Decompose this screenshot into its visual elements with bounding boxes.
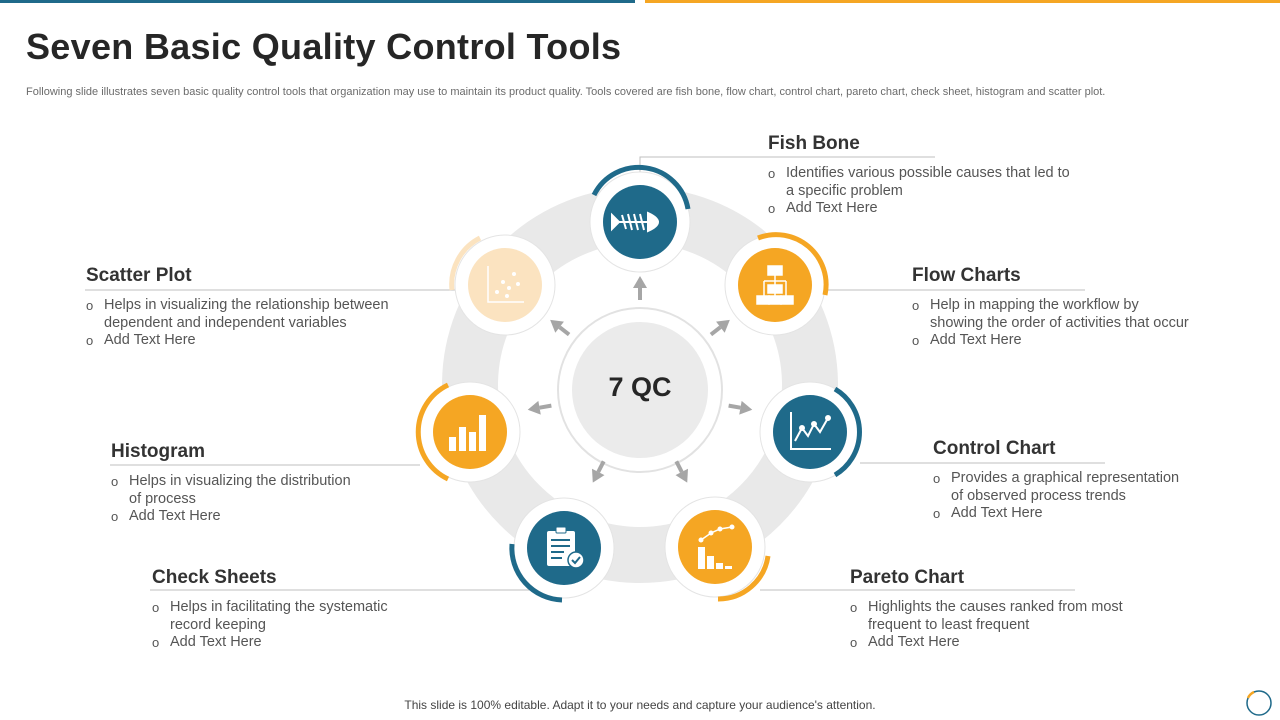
top-accent-bar-orange xyxy=(645,0,1280,3)
node-histogram xyxy=(415,381,521,483)
fish-bone-bullet-1: Identifies various possible causes that … xyxy=(768,165,1070,183)
flow-charts-bullet-3: Add Text Here xyxy=(912,332,1189,350)
check-sheets-bullet-3: Add Text Here xyxy=(152,634,388,652)
histogram-title: Histogram xyxy=(111,441,205,462)
node-control-chart xyxy=(759,381,862,483)
fish-bone-icon xyxy=(611,211,659,233)
node-scatter-plot xyxy=(449,234,556,336)
clipboard-check-icon xyxy=(547,526,585,569)
fish-bone-bullet-3: Add Text Here xyxy=(768,200,1070,218)
scatter-plot-icon xyxy=(487,266,524,303)
footer-note: This slide is 100% editable. Adapt it to… xyxy=(404,698,876,712)
control-chart-bullet-2-cont: of observed process trends xyxy=(951,487,1126,504)
fish-bone-title: Fish Bone xyxy=(768,133,860,154)
flow-charts-bullet-2-cont: showing the order of activities that occ… xyxy=(930,314,1189,331)
pareto-chart-block: Pareto Chart Highlights the causes ranke… xyxy=(850,567,1123,652)
direction-arrows xyxy=(527,276,753,483)
node-check-sheets xyxy=(509,497,615,603)
control-chart-title: Control Chart xyxy=(933,438,1056,459)
pareto-chart-bullet-2-cont: frequent to least frequent xyxy=(868,616,1030,633)
scatter-plot-title: Scatter Plot xyxy=(86,265,192,286)
histogram-bullet-1: Helps in visualizing the distribution xyxy=(111,473,351,491)
check-sheets-bullet-1: Helps in facilitating the systematic xyxy=(152,599,388,617)
histogram-bullet-2-cont: of process xyxy=(129,490,196,507)
histogram-bullet-3: Add Text Here xyxy=(111,508,351,526)
node-flow-charts xyxy=(724,232,829,336)
check-sheets-block: Check Sheets Helps in facilitating the s… xyxy=(152,567,388,652)
check-sheets-title: Check Sheets xyxy=(152,567,277,588)
pareto-chart-icon xyxy=(698,524,735,569)
top-accent-bar-blue xyxy=(0,0,635,3)
fish-bone-bullet-2-cont: a specific problem xyxy=(786,182,903,199)
pareto-chart-title: Pareto Chart xyxy=(850,567,965,588)
histogram-icon xyxy=(449,415,486,451)
center-inner-circle xyxy=(572,322,708,458)
flow-chart-icon xyxy=(756,265,794,305)
scatter-plot-bullet-3: Add Text Here xyxy=(86,332,389,350)
control-chart-icon xyxy=(790,412,831,450)
scatter-plot-block: Scatter Plot Helps in visualizing the re… xyxy=(86,265,389,350)
corner-logo-icon xyxy=(1246,690,1272,716)
flow-charts-block: Flow Charts Help in mapping the workflow… xyxy=(912,265,1189,350)
pareto-chart-bullet-3: Add Text Here xyxy=(850,634,1123,652)
flow-charts-bullet-1: Help in mapping the workflow by xyxy=(912,297,1189,315)
node-pareto-chart xyxy=(664,496,771,602)
page-title: Seven Basic Quality Control Tools xyxy=(26,26,622,67)
page-subtitle: Following slide illustrates seven basic … xyxy=(26,86,1106,98)
fish-bone-block: Fish Bone Identifies various possible ca… xyxy=(768,133,1070,218)
scatter-plot-bullet-2-cont: dependent and independent variables xyxy=(104,314,347,331)
center-label: 7 QC xyxy=(608,372,672,402)
check-sheets-bullet-2-cont: record keeping xyxy=(170,616,266,633)
flow-charts-title: Flow Charts xyxy=(912,265,1021,286)
control-chart-bullet-3: Add Text Here xyxy=(933,505,1179,523)
node-fish-bone xyxy=(589,164,691,273)
pareto-chart-bullet-1: Highlights the causes ranked from most xyxy=(850,599,1123,617)
control-chart-block: Control Chart Provides a graphical repre… xyxy=(933,438,1179,523)
control-chart-bullet-1: Provides a graphical representation xyxy=(933,470,1179,488)
histogram-block: Histogram Helps in visualizing the distr… xyxy=(111,441,351,526)
scatter-plot-bullet-1: Helps in visualizing the relationship be… xyxy=(86,297,389,315)
